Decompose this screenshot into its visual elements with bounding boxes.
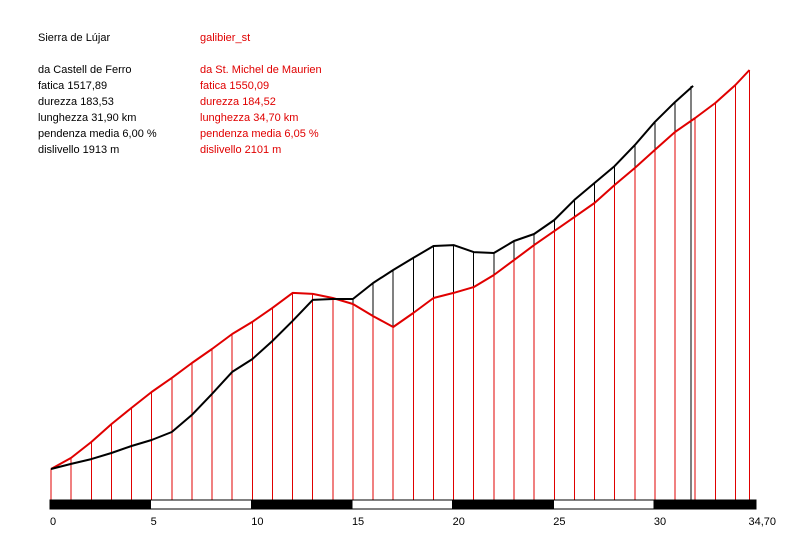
distance-scale-bar xyxy=(49,499,757,510)
series-verticals-galibier xyxy=(50,69,751,500)
x-tick-label: 15 xyxy=(352,516,364,528)
climb-durezza: durezza 183,53 xyxy=(38,96,114,108)
climb-start: da Castell de Ferro xyxy=(38,64,132,76)
climb-info-galibier: galibier_st da St. Michel de Maurien fat… xyxy=(200,30,322,158)
profile-line-sierra xyxy=(50,85,694,470)
climb-fatica: fatica 1550,09 xyxy=(200,80,270,92)
scale-bar-segment xyxy=(653,499,757,510)
series-lines xyxy=(50,69,751,470)
climb-dislivello: dislivello 2101 m xyxy=(200,144,282,156)
series-verticals-sierra xyxy=(352,85,692,500)
climb-name: Sierra de Lújar xyxy=(38,32,111,44)
x-tick-label: 5 xyxy=(151,516,157,528)
x-tick-label: 25 xyxy=(553,516,565,528)
climb-fatica: fatica 1517,89 xyxy=(38,80,108,92)
x-tick-label: 30 xyxy=(654,516,666,528)
scale-bar-segment xyxy=(351,499,455,510)
x-tick-labels: 0 5 10 15 20 25 30 34,70 xyxy=(50,516,776,528)
climb-start: da St. Michel de Maurien xyxy=(200,64,322,76)
scale-bar-segment xyxy=(49,499,153,510)
climb-dislivello: dislivello 1913 m xyxy=(38,144,120,156)
climb-info-sierra-de-lujar: Sierra de Lújar da Castell de Ferro fati… xyxy=(38,30,157,158)
x-tick-label: 0 xyxy=(50,516,56,528)
scale-bar-segment xyxy=(250,499,354,510)
profile-line-galibier xyxy=(50,69,751,470)
x-tick-label: 10 xyxy=(251,516,263,528)
x-tick-label: 20 xyxy=(453,516,465,528)
scale-bar-segment xyxy=(452,499,555,510)
climb-pendenza: pendenza media 6,00 % xyxy=(38,128,157,140)
climb-durezza: durezza 184,52 xyxy=(200,96,276,108)
climb-pendenza: pendenza media 6,05 % xyxy=(200,128,319,140)
climb-lunghezza: lunghezza 34,70 km xyxy=(200,112,299,124)
scale-bar-segment xyxy=(552,499,656,510)
scale-bar-segment xyxy=(150,499,253,510)
x-tick-label: 34,70 xyxy=(749,516,777,528)
climb-name: galibier_st xyxy=(200,32,251,44)
climb-lunghezza: lunghezza 31,90 km xyxy=(38,112,137,124)
